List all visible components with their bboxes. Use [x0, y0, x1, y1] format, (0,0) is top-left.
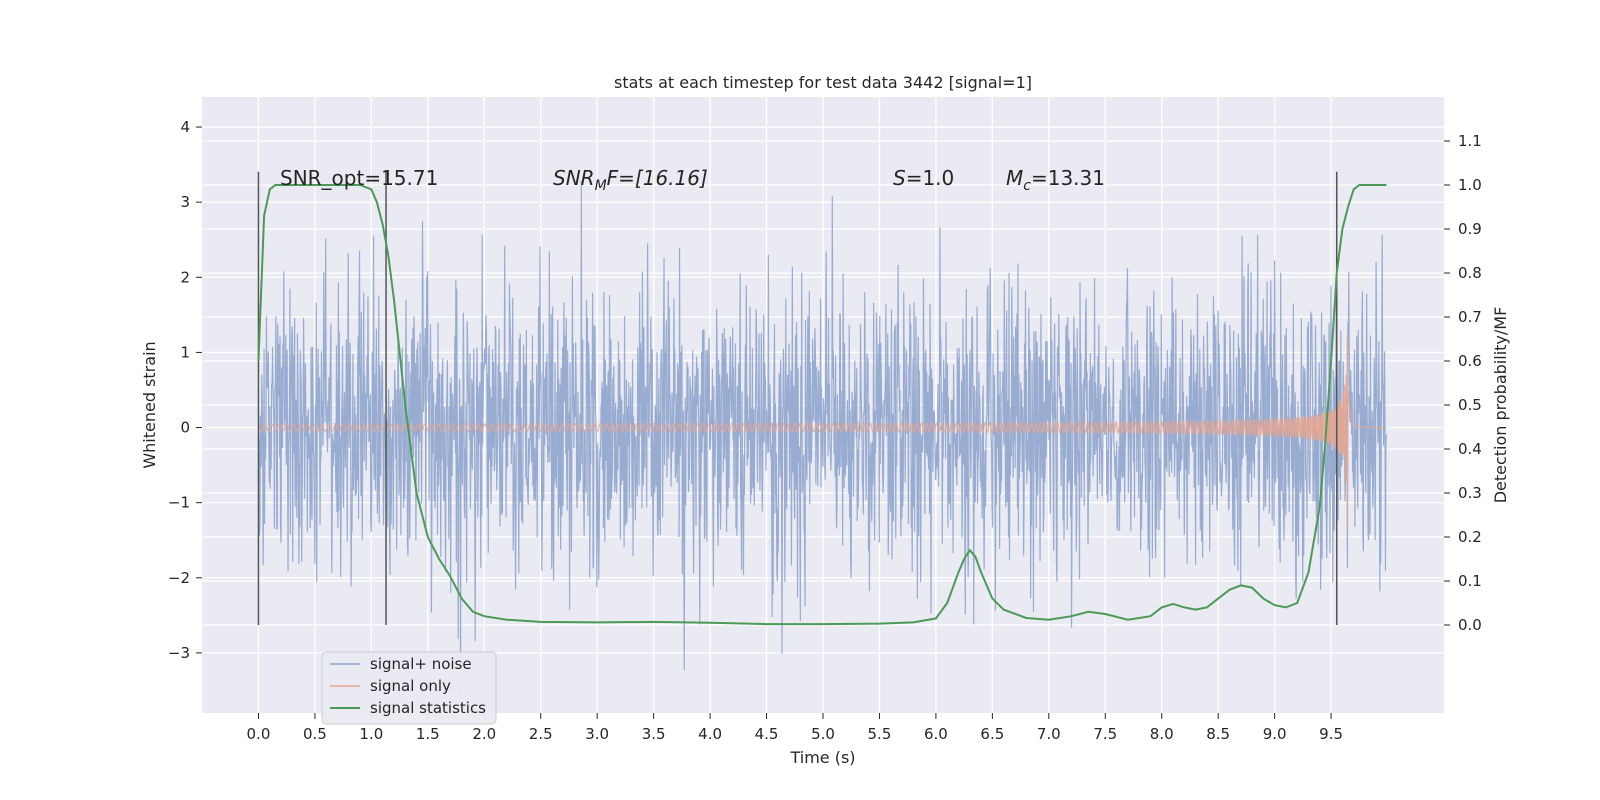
x-tick-label: 1.5	[416, 725, 440, 743]
x-tick-label: 2.0	[472, 725, 496, 743]
series-signal-statistics	[257, 184, 1387, 626]
x-tick-label: 6.5	[980, 725, 1004, 743]
y-right-tick-label: 1.0	[1458, 176, 1482, 194]
x-tick-label: 1.0	[359, 725, 383, 743]
annotation-mc-main: M	[1006, 166, 1023, 190]
y-left-axis-label: Whitened strain	[140, 341, 159, 468]
x-tick-label: 0.5	[303, 725, 327, 743]
annotation-snr-opt: SNR_opt=15.71	[280, 166, 438, 190]
x-tick-label: 6.0	[924, 725, 948, 743]
y-right-tick-label: 0.7	[1458, 308, 1482, 326]
y-left-tick-label: −3	[168, 644, 190, 662]
annotation-s-rest: =1.0	[906, 166, 955, 190]
x-tick-label: 9.0	[1263, 725, 1287, 743]
annotation-snr-mf-base: SNR	[553, 166, 595, 190]
y-right-tick-label: 0.1	[1458, 572, 1482, 590]
y-right-tick-label: 0.3	[1458, 484, 1482, 502]
y-left-tick-label: −2	[168, 569, 190, 587]
x-tick-label: 3.5	[642, 725, 666, 743]
y-left-tick-label: 3	[180, 193, 190, 211]
annotation-mc-sub: c	[1023, 178, 1031, 194]
x-tick-label: 9.5	[1319, 725, 1343, 743]
x-axis-label: Time (s)	[789, 748, 855, 767]
y-right-tick-label: 0.5	[1458, 396, 1482, 414]
y-left-tick-label: 1	[180, 343, 190, 361]
y-right-tick-label: 0.9	[1458, 220, 1482, 238]
x-tick-label: 5.0	[811, 725, 835, 743]
annotation-snr-mf-sub: M	[595, 178, 607, 194]
ticks: 0.0 0.5 1.0 1.5 2.0 2.5 3.0 3.5 4.0 4.5 5.0 5.5 6.0 6…	[168, 118, 1482, 743]
annotation-s: S=1.0	[893, 166, 954, 190]
y-left-tick-label: −1	[168, 494, 190, 512]
x-tick-label: 0.0	[247, 725, 271, 743]
series-signal-only	[257, 334, 1387, 530]
legend-entry: signal only	[370, 677, 451, 695]
x-tick-label: 3.0	[585, 725, 609, 743]
y-right-tick-label: 0.2	[1458, 528, 1482, 546]
x-tick-label: 4.0	[698, 725, 722, 743]
y-left-tick-label: 2	[180, 268, 190, 286]
legend-entry: signal statistics	[370, 699, 486, 717]
x-tick-label: 4.5	[755, 725, 779, 743]
x-tick-label: 7.5	[1093, 725, 1117, 743]
legend-entry: signal+ noise	[370, 655, 472, 673]
annotation-snr-mf: SNRMF=[16.16]	[553, 166, 708, 194]
y-right-tick-label: 0.0	[1458, 616, 1482, 634]
annotation-mc: Mc=13.31	[1006, 166, 1105, 194]
annotation-mc-rest: =13.31	[1031, 166, 1105, 190]
series-signal-noise	[257, 180, 1388, 698]
x-tick-label: 7.0	[1037, 725, 1061, 743]
y-right-tick-label: 0.6	[1458, 352, 1482, 370]
x-tick-label: 5.5	[868, 725, 892, 743]
chart-title: stats at each timestep for test data 344…	[614, 73, 1032, 92]
y-right-tick-label: 0.8	[1458, 264, 1482, 282]
y-left-tick-label: 4	[180, 118, 190, 136]
x-tick-label: 2.5	[529, 725, 553, 743]
x-tick-label: 8.5	[1206, 725, 1230, 743]
legend-box	[321, 651, 497, 725]
legend: signal+ noise signal only signal statistic…	[321, 651, 497, 725]
annotation-s-main: S	[893, 166, 906, 190]
y-left-tick-label: 0	[180, 419, 190, 437]
y-right-axis-label: Detection probability/MF	[1491, 307, 1510, 504]
annotation-snr-mf-rest: F=[16.16]	[607, 166, 708, 190]
y-right-tick-label: 0.4	[1458, 440, 1482, 458]
x-tick-label: 8.0	[1150, 725, 1174, 743]
y-right-tick-label: 1.1	[1458, 132, 1482, 150]
